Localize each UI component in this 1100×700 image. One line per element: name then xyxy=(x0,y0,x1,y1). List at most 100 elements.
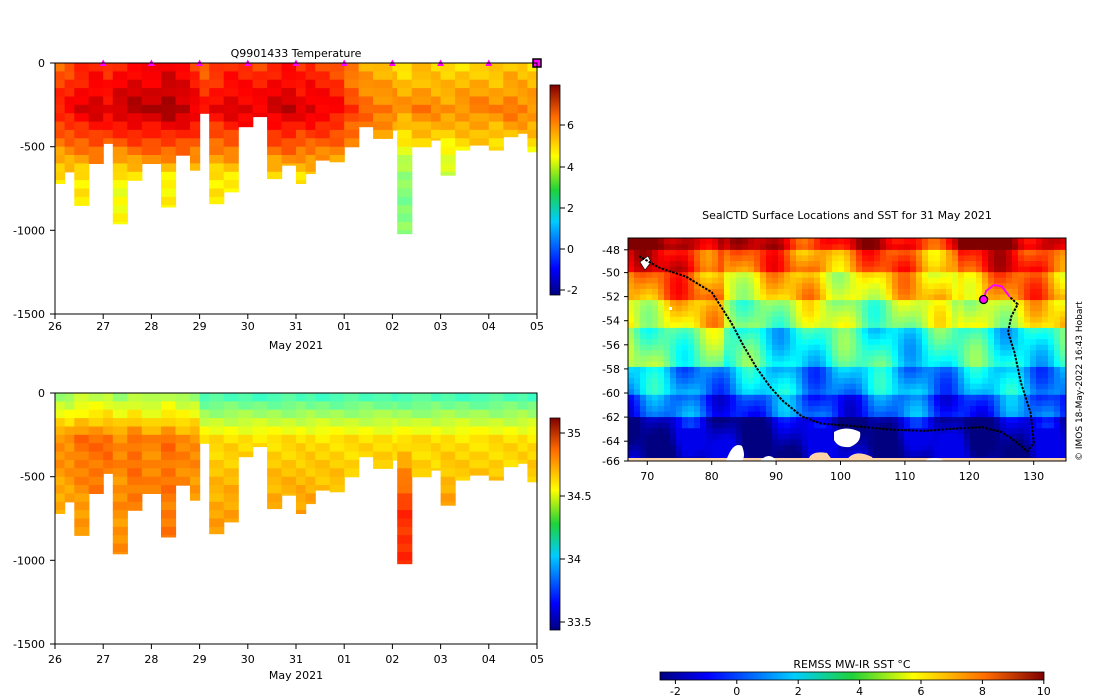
sst-cell xyxy=(772,254,779,261)
sst-cell xyxy=(1006,238,1013,245)
sst-cell xyxy=(1000,360,1007,367)
section-cell xyxy=(55,401,66,411)
section-cell xyxy=(455,426,471,436)
sst-cell xyxy=(862,310,869,317)
section-cell xyxy=(397,213,413,223)
sst-cell xyxy=(640,416,647,423)
sst-cell xyxy=(628,438,635,445)
sst-cell xyxy=(832,277,839,284)
x-tick-label: 02 xyxy=(385,653,399,666)
sst-cell xyxy=(976,271,983,278)
sst-cell xyxy=(634,377,641,384)
sst-cell xyxy=(976,394,983,401)
sst-cell xyxy=(826,410,833,418)
sst-cell xyxy=(802,438,809,445)
section-cell xyxy=(392,71,398,81)
section-cell xyxy=(161,188,177,198)
sst-cell xyxy=(652,349,659,356)
sst-cell xyxy=(886,327,893,334)
sst-cell xyxy=(658,260,665,267)
sst-cell xyxy=(862,416,869,423)
sst-cell xyxy=(904,243,911,250)
section-cell xyxy=(392,426,398,436)
sst-cell xyxy=(664,316,671,323)
x-tick: 03 xyxy=(434,644,448,666)
section-cell xyxy=(469,79,490,89)
sst-cell xyxy=(880,304,887,312)
sst-cell xyxy=(934,427,941,434)
sst-cell xyxy=(646,293,653,301)
y-tick-label: -66 xyxy=(602,455,620,468)
sst-cell xyxy=(820,260,827,267)
seal-track-line xyxy=(638,255,1035,453)
section-cell xyxy=(358,121,374,128)
section-cell xyxy=(141,451,162,461)
sst-cell xyxy=(682,249,689,256)
sst-cell xyxy=(946,282,953,289)
sst-cell xyxy=(964,427,971,434)
sst-cell xyxy=(976,405,983,412)
section-cell xyxy=(527,401,538,411)
sst-cell xyxy=(850,316,857,323)
sst-cell xyxy=(754,243,761,250)
sst-cell xyxy=(826,371,833,379)
section-cell xyxy=(199,88,210,98)
y-tick: -1000 xyxy=(13,224,55,237)
section-cell xyxy=(190,443,201,453)
sst-cell xyxy=(742,238,749,245)
sst-cell xyxy=(862,343,869,351)
sst-cell xyxy=(670,449,677,457)
sst-cell xyxy=(910,377,917,384)
section-cell xyxy=(223,459,239,469)
sst-cell xyxy=(1042,377,1049,384)
sst-cell xyxy=(748,282,755,289)
sst-cell xyxy=(850,371,857,379)
sst-cell xyxy=(1006,427,1013,434)
sst-cell xyxy=(808,282,815,289)
sst-cell xyxy=(988,416,995,423)
sst-cell xyxy=(724,444,731,451)
sst-cell xyxy=(922,449,929,457)
sst-cell xyxy=(1042,316,1049,323)
temperature-x-axis: 26 27 28 29 30 31 01 02 03 04 05 May 202… xyxy=(48,314,544,352)
sst-cell xyxy=(1042,355,1049,362)
sst-cell xyxy=(736,293,743,301)
sst-cell xyxy=(634,382,641,390)
sst-cell xyxy=(1000,388,1007,395)
sst-cell xyxy=(1018,260,1025,267)
sst-cell xyxy=(850,265,857,273)
sst-cell xyxy=(676,316,683,323)
sst-cell xyxy=(802,321,809,328)
sst-cell xyxy=(922,355,929,362)
sst-cell xyxy=(832,293,839,301)
section-cell xyxy=(305,401,316,411)
sst-cell xyxy=(700,304,707,312)
sst-cell xyxy=(976,265,983,273)
sst-cell xyxy=(1054,304,1061,312)
sst-cell xyxy=(976,399,983,406)
sst-cell xyxy=(964,243,971,250)
sst-cell xyxy=(646,416,653,423)
sst-cell xyxy=(1000,288,1007,295)
section-cell xyxy=(503,426,519,436)
sst-cell xyxy=(886,355,893,362)
sst-cell xyxy=(928,254,935,261)
sst-cell xyxy=(820,355,827,362)
sst-cell xyxy=(838,260,845,267)
sst-cell xyxy=(730,366,737,373)
sst-cell xyxy=(766,338,773,345)
sst-cell xyxy=(988,338,995,345)
sst-cell xyxy=(628,422,635,429)
sst-cell xyxy=(784,355,791,362)
section-cell xyxy=(455,443,471,453)
sst-cell xyxy=(970,332,977,340)
sst-cell xyxy=(790,449,797,457)
sst-cell xyxy=(652,288,659,295)
sst-cell xyxy=(958,316,965,323)
sst-cell xyxy=(808,371,815,379)
sst-cell xyxy=(694,332,701,340)
recent-track-line xyxy=(982,283,1011,300)
sst-cell xyxy=(682,288,689,295)
sst-cell xyxy=(994,321,1001,328)
sst-cell xyxy=(826,249,833,256)
